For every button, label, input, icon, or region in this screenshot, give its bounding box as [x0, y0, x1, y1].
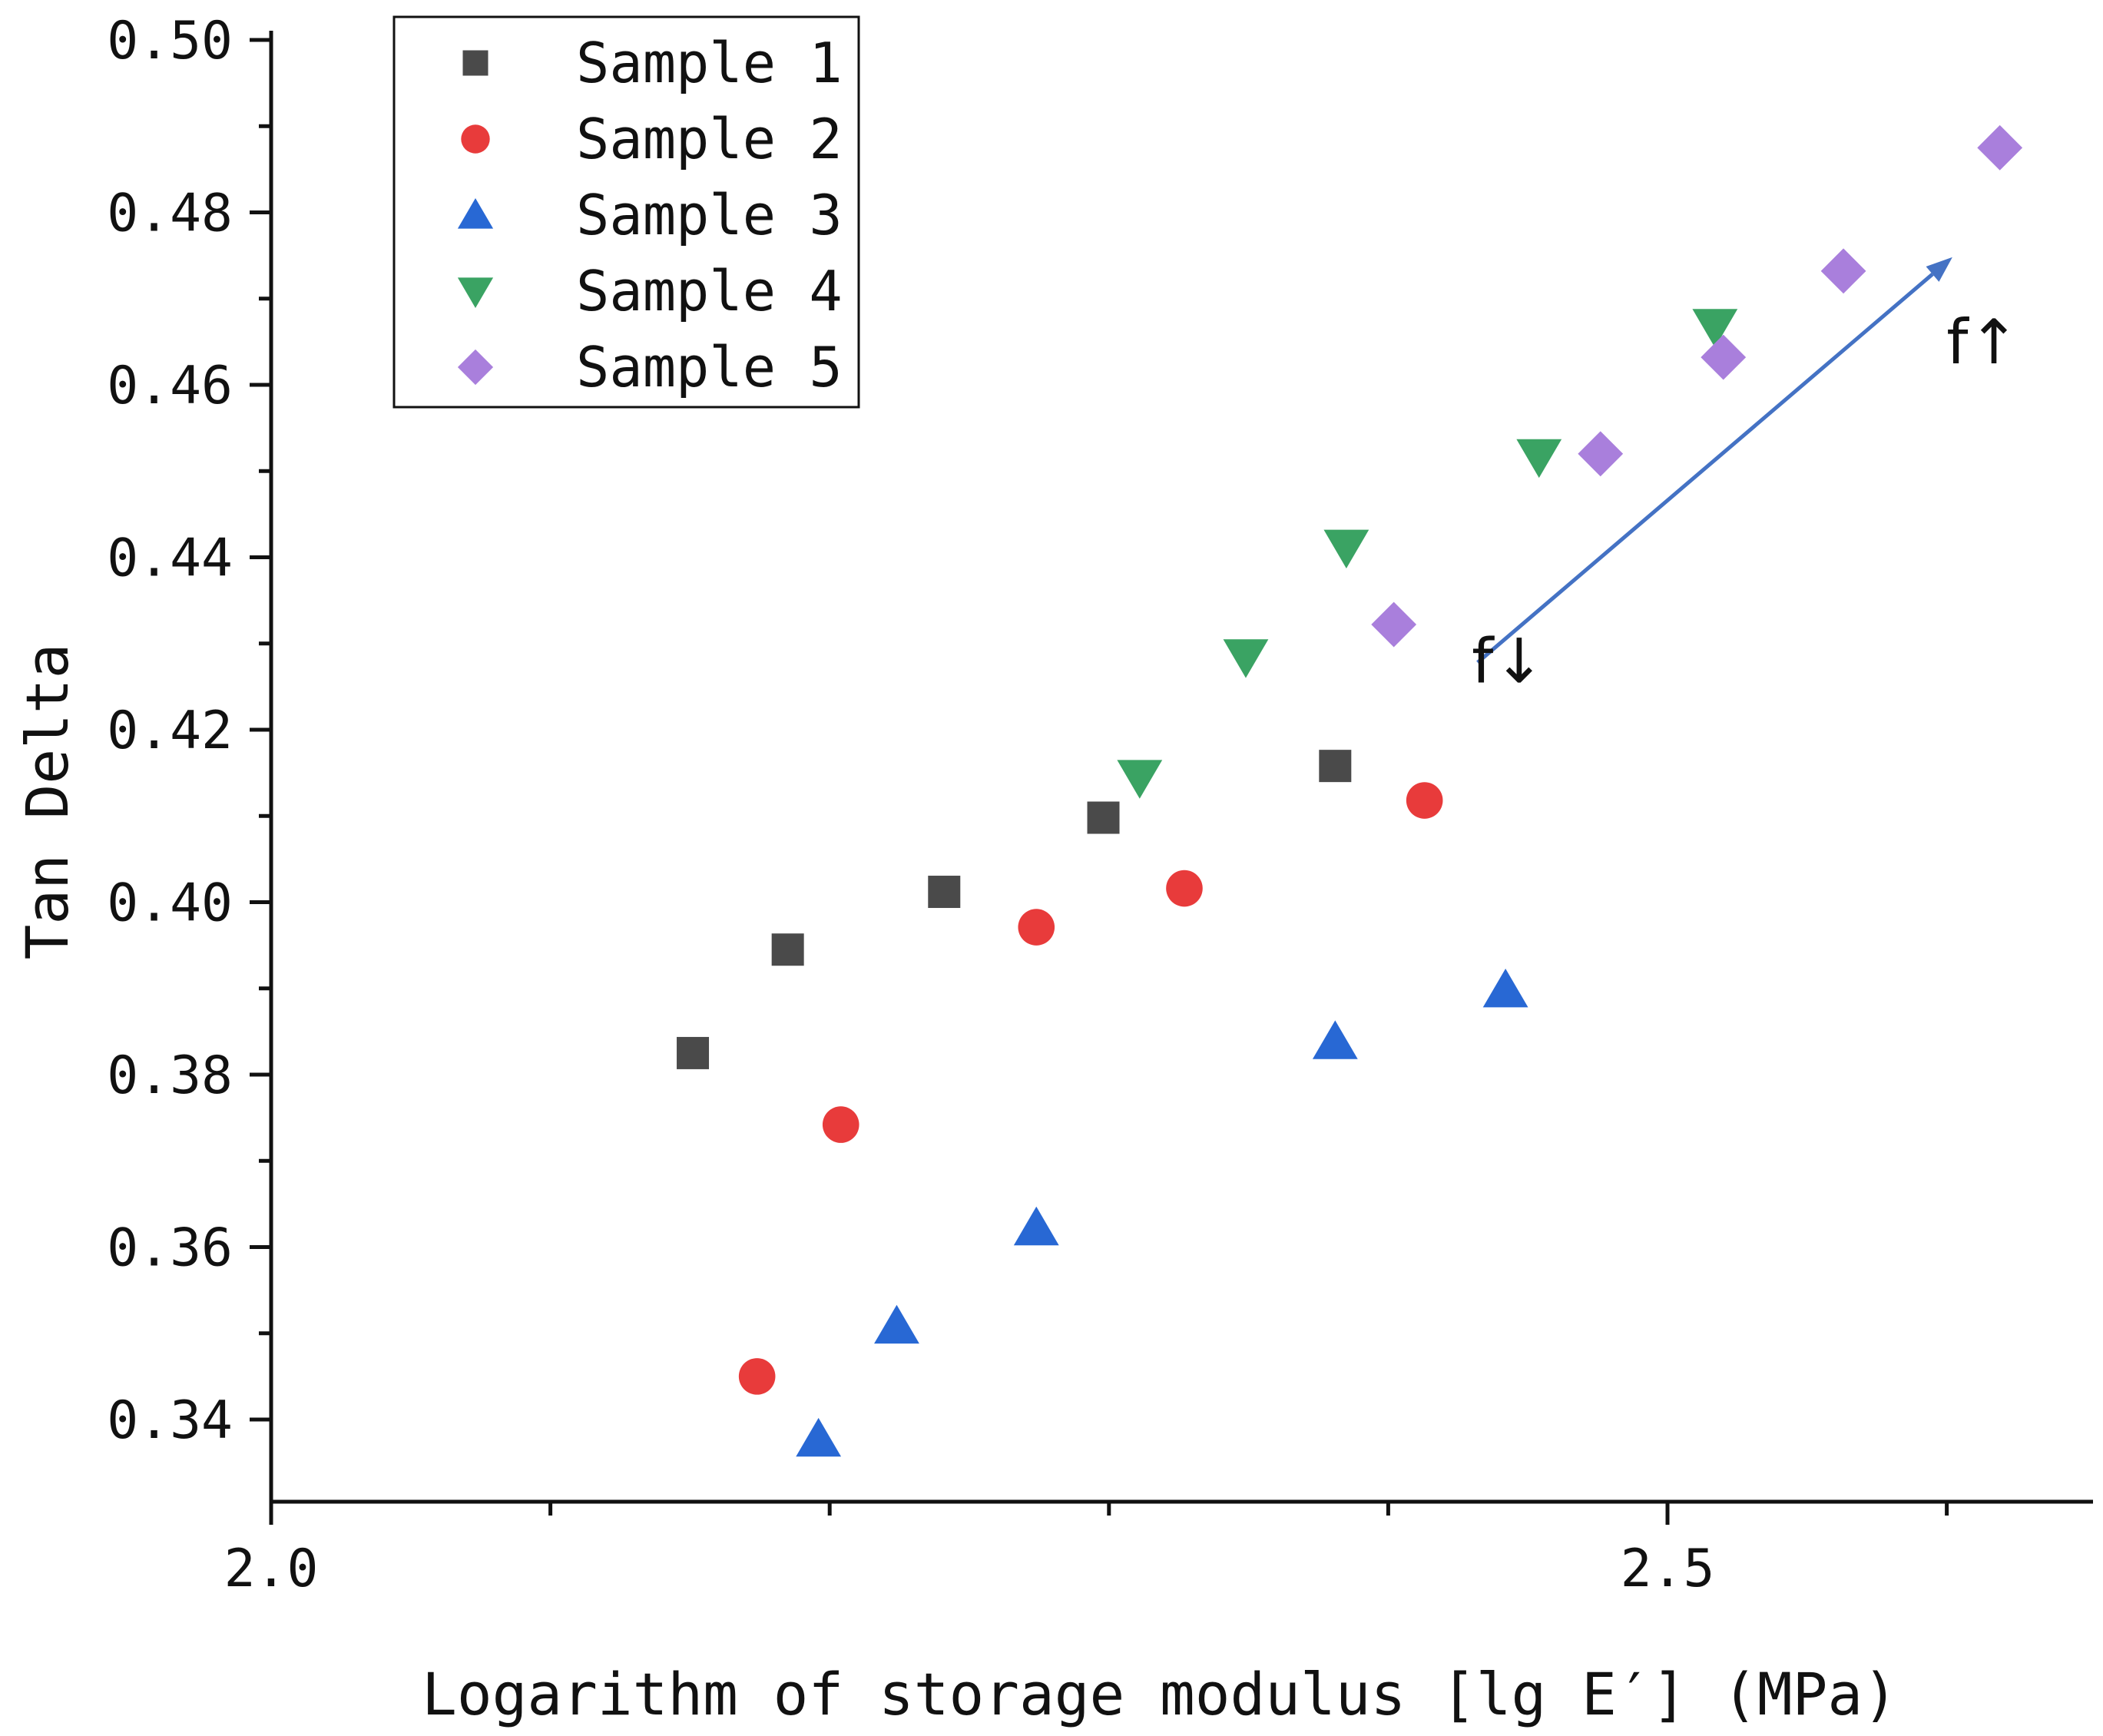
data-point — [1820, 248, 1866, 294]
data-point — [1701, 334, 1747, 380]
legend-label: Sample 1 — [576, 31, 843, 95]
legend-label: Sample 2 — [576, 107, 843, 171]
y-tick-label: 0.48 — [107, 184, 233, 244]
data-point — [822, 1106, 859, 1143]
annotation-f-down: f↓ — [1472, 625, 1545, 697]
data-point — [1117, 760, 1163, 799]
axes — [269, 31, 2093, 1504]
legend-marker — [461, 124, 490, 154]
series-4 — [1117, 309, 1738, 799]
data-point — [1692, 309, 1738, 348]
annotation-f-up: f↑ — [1946, 306, 2019, 378]
legend-marker — [457, 277, 494, 308]
data-point — [928, 876, 961, 909]
series-1 — [677, 750, 1352, 1069]
frequency-arrow — [1476, 273, 1934, 664]
legend-label: Sample 3 — [576, 183, 843, 247]
data-point — [796, 1417, 842, 1457]
axis-ticks: 0.34 0.36 0.38 0.40 0.42 0.44 0.46 0.48 0.50 2.0 2… — [107, 11, 1949, 1599]
data-point — [677, 1036, 710, 1069]
data-point — [1312, 1020, 1358, 1059]
series-5 — [1371, 124, 2023, 648]
legend-label: Sample 5 — [576, 335, 843, 399]
y-tick-label: 0.40 — [107, 873, 233, 934]
y-tick-label: 0.50 — [107, 11, 233, 71]
arrow-head — [1926, 257, 1952, 282]
y-tick-label: 0.34 — [107, 1390, 233, 1451]
legend-label: Sample 4 — [576, 259, 843, 323]
data-point — [1319, 750, 1352, 783]
legend-marker — [457, 349, 494, 386]
data-markers — [677, 124, 2023, 1457]
data-point — [1323, 529, 1369, 569]
x-tick-label: 2.0 — [224, 1539, 319, 1599]
annotations: f↓ f↑ — [1472, 257, 2019, 697]
y-axis-title: Tan Delta — [13, 644, 81, 960]
legend: Sample 1 Sample 2 Sample 3 Sample 4 Sample 5 — [392, 15, 860, 409]
legend-marker — [462, 50, 488, 76]
data-point — [1013, 1206, 1059, 1246]
data-point — [1223, 639, 1269, 678]
series-3 — [796, 968, 1528, 1457]
y-tick-label: 0.42 — [107, 701, 233, 761]
y-tick-label: 0.46 — [107, 356, 233, 416]
y-tick-label: 0.36 — [107, 1218, 233, 1279]
y-tick-label: 0.38 — [107, 1045, 233, 1106]
x-tick-label: 2.5 — [1621, 1539, 1715, 1599]
y-tick-label: 0.44 — [107, 528, 233, 589]
series-2 — [738, 782, 1443, 1395]
data-point — [1516, 439, 1562, 479]
data-point — [1166, 870, 1203, 907]
data-point — [1482, 968, 1528, 1008]
data-point — [738, 1358, 776, 1395]
x-axis-title: Logarithm of storage modulus [lg E′] (MP… — [422, 1660, 1898, 1728]
data-point — [1018, 909, 1055, 946]
data-point — [1087, 801, 1120, 834]
data-point — [771, 933, 804, 966]
data-point — [1371, 601, 1417, 648]
data-point — [1406, 782, 1443, 819]
legend-marker — [457, 198, 494, 229]
data-point — [1977, 124, 2023, 171]
data-point — [874, 1304, 919, 1344]
data-point — [1578, 431, 1624, 477]
